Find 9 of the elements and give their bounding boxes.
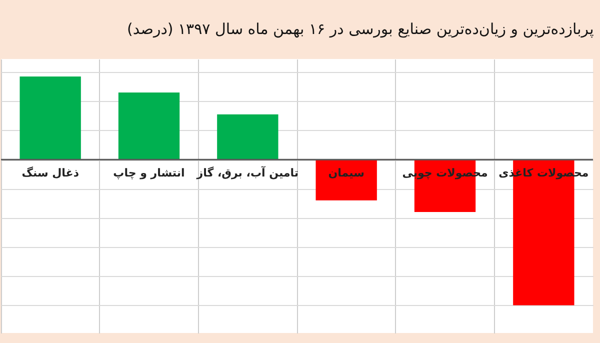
bar xyxy=(20,76,81,160)
bar xyxy=(118,92,180,160)
x-tick-label: تامین آب، برق، گاز xyxy=(196,166,299,180)
bar xyxy=(217,114,278,160)
x-tick-label: ذغال سنگ xyxy=(22,166,80,180)
chart-title: پربازده‌ترین و زیان‌ده‌ترین صنایع بورسی در ۱۶ بهمن ماه سال ۱۳۹۷ (درصد) xyxy=(126,20,594,38)
x-tick-label: سیمان xyxy=(328,166,364,180)
bar xyxy=(316,160,377,200)
x-tick-label: انتشار و چاپ xyxy=(113,166,185,180)
